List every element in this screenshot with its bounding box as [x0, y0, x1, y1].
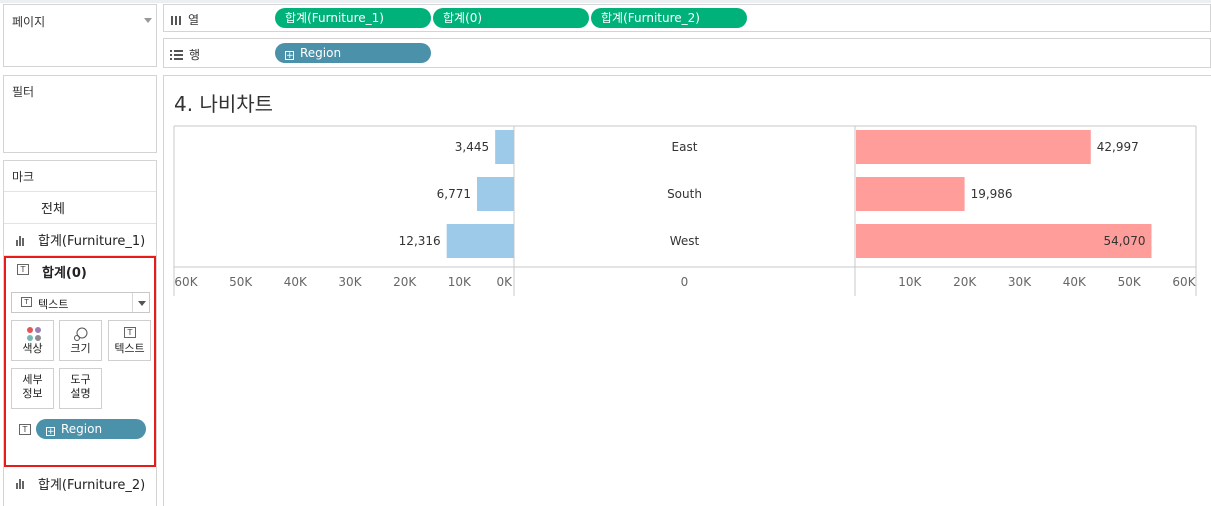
mark-type-label: 텍스트: [38, 298, 69, 311]
mark-type-dropdown[interactable]: T 텍스트: [11, 292, 150, 313]
marks-card-label: 합계(0): [42, 266, 87, 281]
region-label: West: [670, 234, 700, 248]
divider: [132, 293, 133, 312]
filters-title: 필터: [12, 85, 35, 99]
pill-label: 합계(Furniture_2): [601, 11, 700, 25]
size-icon: [74, 327, 88, 341]
axis-tick-label: 50K: [1118, 275, 1142, 289]
axis-tick-label: 60K: [174, 275, 198, 289]
rows-pill-region[interactable]: + Region: [275, 43, 431, 63]
rows-icon: [170, 49, 183, 60]
columns-pill-furniture-2[interactable]: 합계(Furniture_2): [591, 8, 747, 28]
highlight-box: [4, 256, 156, 467]
columns-pill-zero[interactable]: 합계(0): [433, 8, 589, 28]
data-label: 42,997: [1097, 140, 1139, 154]
bar-furniture-1: [495, 130, 514, 164]
divider: [4, 191, 156, 192]
detail-button[interactable]: 세부 정보: [11, 368, 54, 409]
bar-furniture-2: [856, 177, 965, 211]
axis-tick-label: 10K: [448, 275, 472, 289]
color-button[interactable]: 색상: [11, 320, 54, 361]
chevron-down-icon[interactable]: [144, 18, 152, 23]
marks-all-card[interactable]: 전체: [4, 192, 156, 224]
tooltip-label: 도구 설명: [60, 373, 101, 401]
columns-label: 열: [188, 13, 200, 27]
pill-label: Region: [300, 46, 342, 60]
marks-card-furniture-1[interactable]: 합계(Furniture_1): [4, 224, 156, 256]
tooltip-label-line2: 설명: [70, 387, 91, 400]
axis-tick-label: 50K: [229, 275, 253, 289]
columns-pill-furniture-1[interactable]: 합계(Furniture_1): [275, 8, 431, 28]
color-dots-icon: [27, 327, 41, 341]
axis-tick-label: 30K: [1008, 275, 1032, 289]
bar-chart-icon: [16, 477, 24, 489]
text-mark-icon: T: [17, 264, 29, 275]
region-label: South: [667, 187, 702, 201]
chevron-down-icon: [138, 301, 146, 306]
text-mark-icon: T: [21, 297, 32, 307]
data-label: 6,771: [437, 187, 471, 201]
plus-icon: +: [285, 51, 294, 61]
bar-furniture-2: [856, 130, 1091, 164]
marks-card-zero[interactable]: T 합계(0): [6, 258, 154, 284]
data-label: 12,316: [399, 234, 441, 248]
region-label: East: [672, 140, 698, 154]
axis-tick-label: 20K: [953, 275, 977, 289]
text-label: 텍스트: [114, 342, 145, 355]
plus-icon: +: [46, 427, 55, 437]
pill-label: 합계(Furniture_1): [285, 11, 384, 25]
columns-icon: [171, 15, 181, 25]
axis-tick-label: 20K: [393, 275, 417, 289]
marks-region-pill[interactable]: + Region: [36, 419, 146, 439]
text-mark-icon: T: [19, 424, 31, 435]
bar-furniture-1: [446, 224, 514, 258]
axis-tick-label: 40K: [1063, 275, 1087, 289]
data-label: 54,070: [1103, 234, 1145, 248]
detail-label-line1: 세부: [22, 373, 43, 386]
axis-tick-label: 0: [681, 275, 689, 289]
sheet-title: 4. 나비차트: [174, 92, 274, 116]
axis-tick-label: 10K: [898, 275, 922, 289]
text-button[interactable]: T 텍스트: [108, 320, 151, 361]
data-label: 19,986: [971, 187, 1013, 201]
pages-panel[interactable]: 페이지: [3, 4, 157, 67]
marks-title: 마크: [12, 170, 35, 184]
pages-title: 페이지: [12, 15, 46, 29]
size-button[interactable]: 크기: [59, 320, 102, 361]
marks-card-furniture-2[interactable]: 합계(Furniture_2): [4, 469, 156, 497]
marks-card-label: 합계(Furniture_1): [38, 234, 146, 249]
bar-furniture-2: [856, 224, 1152, 258]
columns-shelf-label: 열: [170, 11, 199, 28]
marks-all-label: 전체: [41, 202, 65, 217]
filters-panel[interactable]: 필터: [3, 75, 157, 153]
axis-tick-label: 60K: [1172, 275, 1196, 289]
bar-chart-icon: [16, 234, 24, 246]
axis-tick-label: 40K: [284, 275, 308, 289]
pill-label: 합계(0): [443, 11, 483, 25]
tooltip-label-line1: 도구: [70, 373, 91, 386]
detail-label-line2: 정보: [22, 387, 43, 400]
tooltip-button[interactable]: 도구 설명: [59, 368, 102, 409]
marks-card-label: 합계(Furniture_2): [38, 477, 146, 493]
data-label: 3,445: [455, 140, 489, 154]
axis-tick-label: 0K: [496, 275, 513, 289]
detail-label: 세부 정보: [12, 373, 53, 401]
axis-tick-label: 30K: [338, 275, 362, 289]
bar-furniture-1: [476, 177, 514, 211]
pill-label: Region: [61, 422, 103, 436]
rows-label: 행: [189, 48, 201, 62]
rows-shelf-label: 행: [170, 46, 200, 63]
size-label: 크기: [70, 342, 91, 355]
color-label: 색상: [22, 342, 43, 355]
text-icon: T: [124, 327, 136, 338]
top-strip: [0, 0, 1211, 3]
